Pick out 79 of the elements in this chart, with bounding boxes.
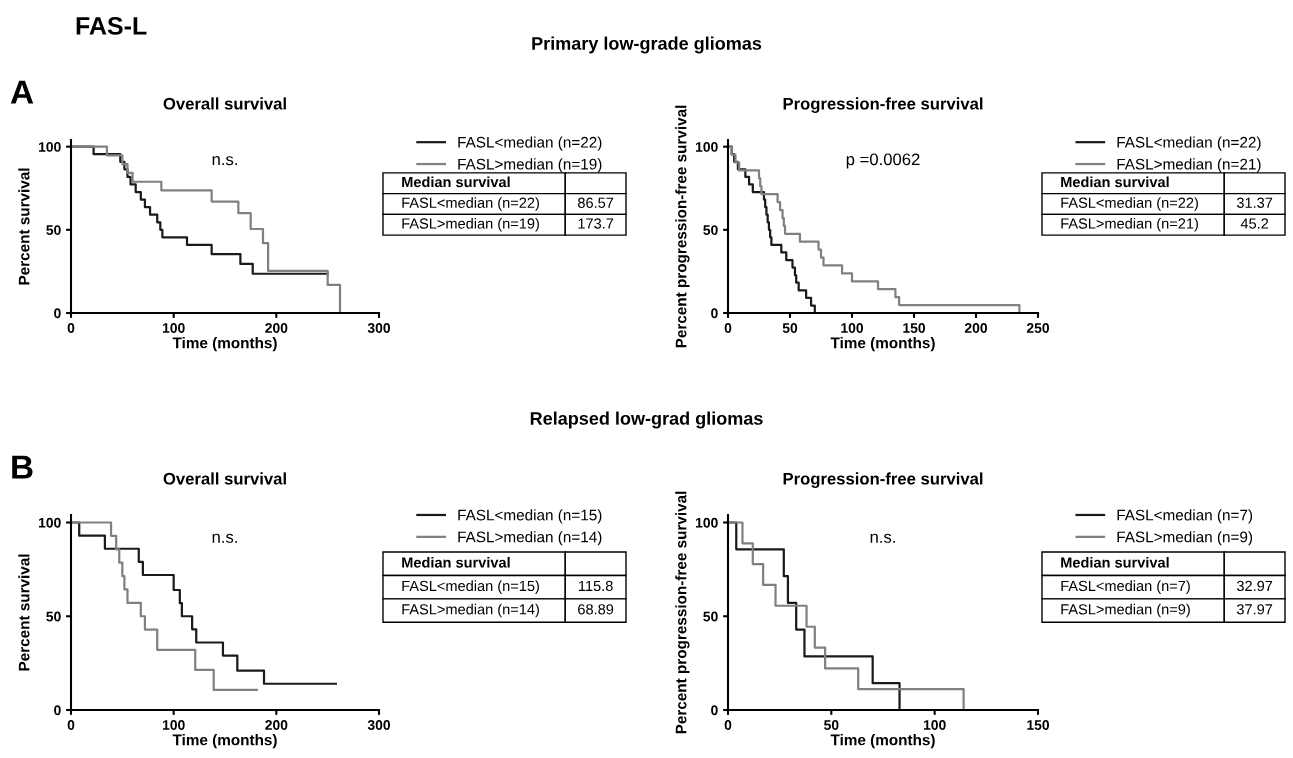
x-tick-label: 0 [67,323,75,333]
text: FASL<median (n=22) [1061,197,1198,211]
text: FAS-L [76,17,147,35]
text: FASL>median (n=19) [402,217,539,232]
x-tick-label: 200 [265,720,288,730]
x-axis-title: Time (months) [172,337,277,352]
y-tick-label: 50 [703,611,718,622]
y-tick-label: 50 [46,611,61,622]
text: FASL>median (n=21) [1061,217,1198,232]
x-tick-label: 200 [964,323,988,333]
legend-label: FASL<median (n=22) [458,136,602,151]
x-tick-label: 250 [1026,323,1050,333]
y-axis-title: Percent survival [18,168,30,285]
text: A [10,80,34,104]
legend-label: FASL>median (n=9) [1117,531,1253,546]
text: Median survival [402,556,510,568]
chart-title: Progression-free survival [783,472,983,488]
text: 37.97 [1236,604,1273,615]
x-tick-label: 200 [265,323,288,333]
x-tick-label: 0 [724,720,732,730]
x-tick-label: 0 [67,720,75,730]
legend-label: FASL<median (n=7) [1117,509,1253,524]
text: Primary low-grade gliomas [532,36,762,54]
legend-label: FASL<median (n=22) [1117,136,1261,151]
x-tick-label: 50 [782,323,798,333]
legend-label: FASL>median (n=21) [1117,158,1261,173]
annotation: n.s. [212,156,237,166]
x-tick-label: 50 [824,720,839,730]
x-tick-label: 150 [903,323,926,333]
y-axis-title: Percent progression-free survival [675,491,690,734]
text: 86.57 [578,197,614,208]
x-tick-label: 0 [724,323,732,333]
text: FASL<median (n=7) [1061,580,1190,594]
text: Relapsed low-grad gliomas [530,411,763,429]
x-tick-label: 100 [841,323,864,333]
text: FASL>median (n=14) [402,603,539,618]
text: 32.97 [1236,580,1273,592]
y-axis-title: Percent progression-free survival [675,105,690,348]
y-tick-label: 100 [695,517,718,528]
text: B [12,455,33,479]
x-tick-label: 150 [1027,720,1050,730]
x-tick-label: 100 [162,323,185,333]
x-tick-label: 300 [367,720,391,730]
annotation: n.s. [212,533,237,543]
y-tick-label: 0 [711,705,718,716]
chart-title: Overall survival [163,472,286,485]
y-tick-label: 100 [38,141,61,152]
chart-title: Overall survival [163,97,286,110]
y-tick-label: 0 [54,705,61,716]
y-tick-label: 0 [711,308,718,319]
text: 68.89 [578,604,614,615]
annotation: n.s. [870,533,895,543]
x-tick-label: 100 [923,720,946,730]
x-axis-title: Time (months) [830,734,935,749]
x-tick-label: 300 [367,323,391,333]
text: 173.7 [578,218,614,229]
text: 31.37 [1236,197,1273,208]
text: FASL<median (n=15) [402,580,539,594]
text: 45.2 [1240,218,1269,229]
legend-label: FASL<median (n=15) [458,509,602,524]
text: Median survival [402,176,510,188]
annotation: p =0.0062 [846,153,920,169]
y-tick-label: 100 [695,141,718,152]
legend-label: FASL>median (n=19) [458,158,602,173]
chart-title: Progression-free survival [783,97,983,113]
y-tick-label: 50 [46,225,61,235]
y-tick-label: 100 [38,517,61,528]
x-tick-label: 100 [162,720,185,730]
x-axis-title: Time (months) [172,734,277,749]
text: Median survival [1061,176,1169,188]
text: 115.8 [579,580,613,592]
text: Median survival [1061,556,1169,568]
y-tick-label: 50 [703,225,718,235]
y-tick-label: 0 [54,308,61,319]
text: FASL<median (n=22) [402,197,539,211]
x-axis-title: Time (months) [830,337,935,352]
legend-label: FASL>median (n=14) [458,531,602,546]
text: FASL>median (n=9) [1061,603,1190,618]
y-axis-title: Percent survival [18,554,30,671]
